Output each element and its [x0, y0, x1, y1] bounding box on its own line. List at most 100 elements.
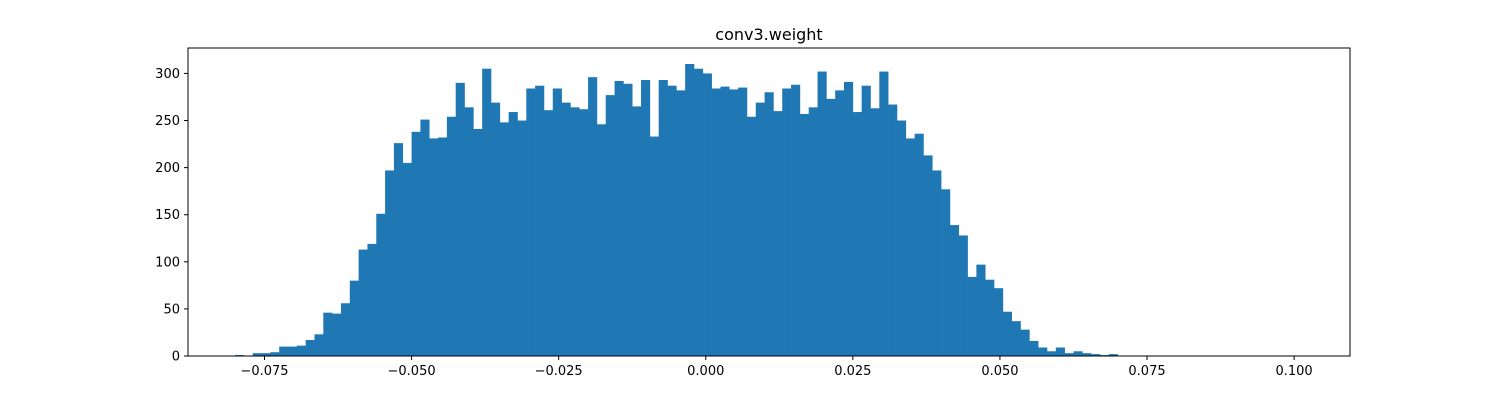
- histogram-bar: [676, 90, 686, 357]
- y-tick-label: 50: [163, 302, 180, 317]
- histogram-bar: [323, 312, 333, 356]
- histogram-bar: [1020, 329, 1030, 356]
- histogram-bar: [896, 120, 907, 356]
- histogram-bar: [791, 84, 801, 356]
- histogram-bar: [288, 346, 298, 356]
- histogram-bar: [1029, 340, 1039, 356]
- histogram-bar: [852, 112, 862, 357]
- histogram-bar: [482, 68, 492, 356]
- histogram-bar: [799, 113, 810, 356]
- histogram-bar: [1046, 351, 1057, 356]
- histogram-bar: [949, 225, 960, 356]
- histogram-bar: [535, 85, 545, 356]
- y-tick-label: 150: [155, 208, 180, 223]
- histogram-bar: [261, 353, 271, 356]
- histogram-bar: [1082, 353, 1092, 356]
- histogram-bar: [976, 264, 986, 356]
- x-tick-label: −0.025: [535, 364, 583, 379]
- histogram-bar: [605, 95, 615, 357]
- histogram-bar: [438, 137, 448, 356]
- x-tick-label: −0.075: [240, 364, 288, 379]
- histogram-bar: [720, 86, 730, 356]
- histogram-bar: [579, 109, 589, 357]
- histogram-bar: [305, 339, 315, 356]
- histogram-bar: [358, 249, 368, 356]
- y-tick-label: 250: [155, 114, 180, 129]
- histogram-bar: [835, 90, 845, 357]
- x-tick-label: 0.050: [981, 364, 1018, 379]
- histogram-bar: [349, 280, 359, 356]
- histogram-bar: [808, 107, 818, 356]
- plot-frame: [187, 47, 1351, 357]
- histogram-bar: [517, 120, 527, 356]
- histogram-bar: [376, 213, 386, 356]
- x-axis-ticks: −0.075 −0.050 −0.025 0.000 0.025 0.050 0.075 0.…: [240, 356, 1313, 379]
- histogram-bar: [420, 119, 430, 356]
- y-axis-ticks: 0 50 100 150 200 250 300: [155, 67, 188, 365]
- x-tick-label: −0.050: [388, 364, 436, 379]
- histogram-bar: [1064, 353, 1074, 356]
- histogram-bar: [393, 143, 404, 356]
- histogram-bar: [623, 83, 633, 356]
- histogram-bars: [235, 64, 1118, 357]
- histogram-bar: [1055, 347, 1065, 356]
- histogram-bar: [994, 288, 1004, 356]
- y-tick-label: 300: [155, 67, 180, 82]
- histogram-bar: [508, 112, 518, 357]
- histogram-bar: [499, 122, 509, 356]
- histogram-bar: [958, 235, 968, 356]
- histogram-bar: [932, 170, 942, 356]
- histogram-bar: [923, 155, 933, 356]
- histogram-bar: [685, 64, 695, 356]
- histogram-bar: [1073, 351, 1083, 356]
- histogram-bar: [905, 138, 915, 356]
- histogram-bar: [649, 136, 659, 356]
- histogram-bar: [526, 88, 536, 356]
- histogram-bar: [588, 77, 598, 356]
- histogram-bar: [1038, 347, 1048, 356]
- histogram-bar: [464, 107, 474, 356]
- histogram-bar: [941, 189, 951, 356]
- histogram-bar: [1002, 311, 1012, 356]
- histogram-bar: [455, 82, 465, 356]
- histogram-bar: [729, 89, 739, 357]
- histogram-bar: [561, 102, 571, 356]
- histogram-bar: [596, 124, 607, 356]
- histogram-bar: [702, 73, 712, 357]
- histogram-bar: [879, 71, 889, 357]
- histogram-bar: [773, 111, 783, 357]
- y-tick-label: 100: [155, 255, 180, 270]
- histogram-bar: [314, 334, 324, 356]
- histogram-bar: [385, 170, 395, 356]
- histogram-bar: [279, 346, 289, 356]
- histogram-bar: [746, 116, 757, 356]
- histogram-bar: [332, 313, 342, 356]
- histogram-bar: [570, 107, 580, 356]
- histogram-bar: [764, 92, 774, 357]
- x-tick-label: 0.100: [1275, 364, 1312, 379]
- histogram-bar: [340, 303, 351, 356]
- histogram-bar: [693, 68, 704, 356]
- histogram-bar: [552, 88, 562, 356]
- x-tick-label: 0.025: [834, 364, 871, 379]
- histogram-bar: [667, 85, 677, 356]
- histogram-bar: [782, 88, 792, 356]
- histogram-bar: [826, 98, 836, 356]
- histogram-bar: [1108, 354, 1118, 356]
- histogram-bar: [411, 131, 421, 356]
- histogram-bar: [1011, 321, 1021, 356]
- histogram-bar: [473, 129, 483, 356]
- histogram-bar: [658, 80, 668, 356]
- histogram-bar: [738, 87, 748, 356]
- histogram-bar: [632, 106, 642, 356]
- x-tick-label: 0.075: [1128, 364, 1165, 379]
- histogram-bar: [817, 71, 827, 357]
- histogram-bar: [967, 276, 977, 356]
- histogram-bar: [888, 104, 898, 356]
- histogram-bar: [491, 102, 501, 356]
- histogram-bar: [270, 352, 280, 356]
- histogram-bar: [914, 133, 924, 356]
- histogram-bar: [870, 108, 880, 357]
- histogram-bar: [711, 88, 721, 356]
